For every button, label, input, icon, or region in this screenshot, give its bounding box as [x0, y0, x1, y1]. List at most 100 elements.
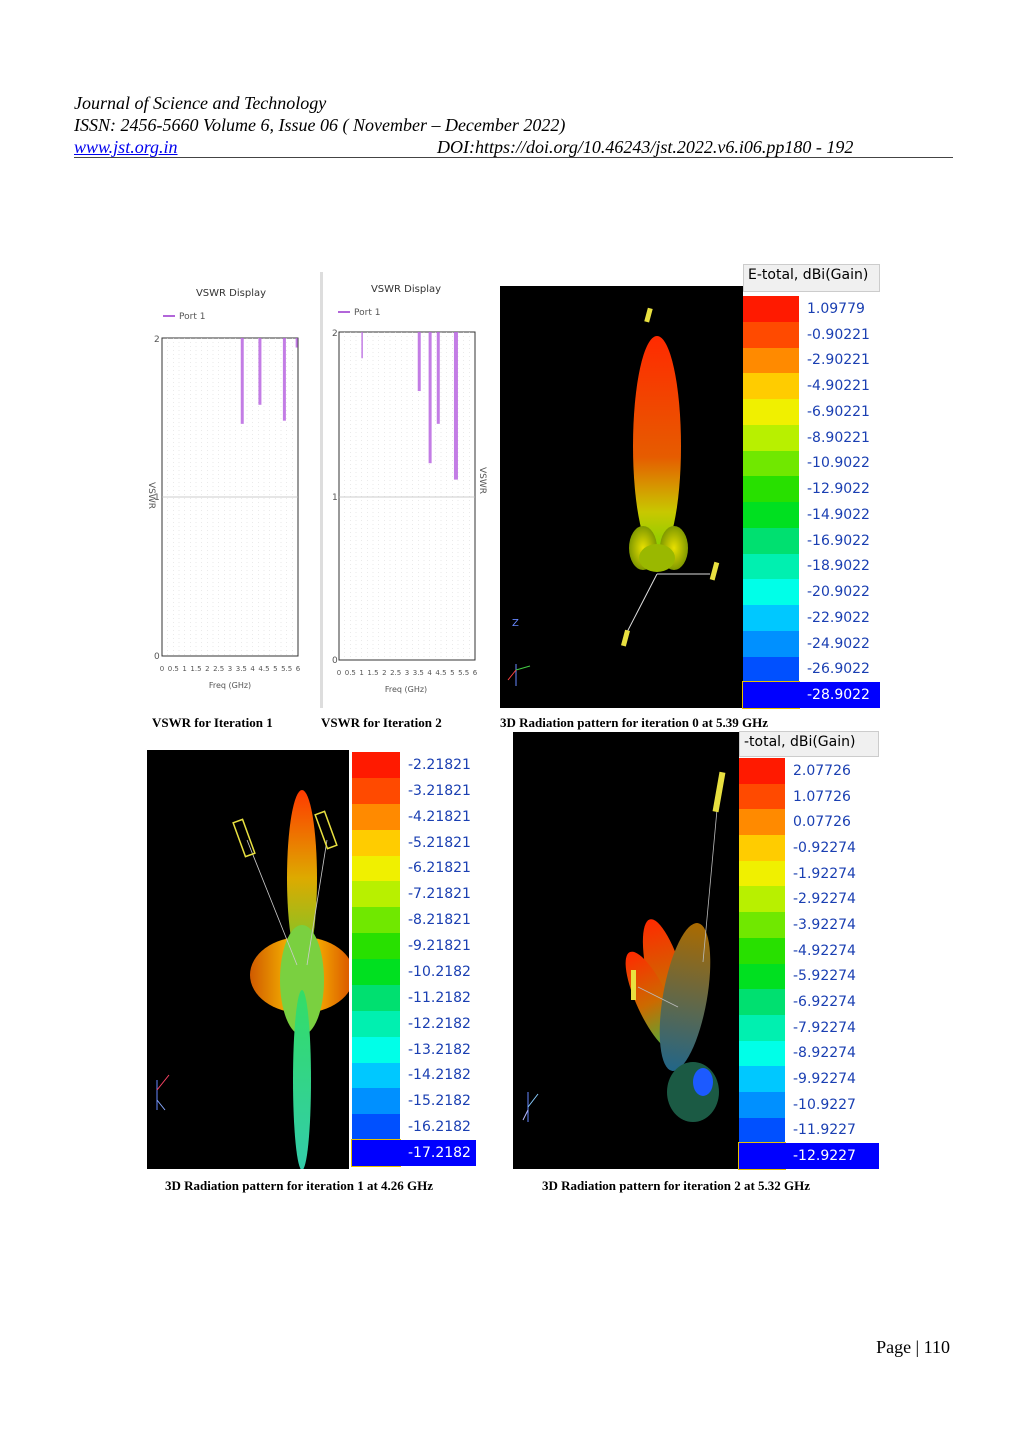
legend-swatch: [743, 296, 799, 322]
gain-legend-title: E-total, dBi(Gain): [743, 264, 880, 292]
legend-value: -26.9022: [807, 661, 870, 678]
legend-row: -24.9022: [743, 630, 880, 657]
legend-row: -14.2182: [352, 1062, 476, 1089]
legend-swatch: [743, 502, 799, 528]
legend-value: -11.2182: [408, 989, 471, 1006]
legend-row: -11.9227: [739, 1117, 879, 1144]
vswr-ytick: 2: [154, 335, 160, 345]
legend-row: 1.09779: [743, 296, 880, 322]
legend-row: -17.2182: [351, 1139, 476, 1167]
legend-row: -5.21821: [352, 829, 476, 856]
figure-caption-radiation-0: 3D Radiation pattern for iteration 0 at …: [500, 715, 769, 730]
legend-value: -14.9022: [807, 506, 870, 523]
legend-swatch: [743, 399, 799, 425]
radiation-pattern-iteration-1: [147, 750, 354, 1170]
legend-value: -3.21821: [408, 782, 471, 799]
vswr-spike: [282, 338, 286, 421]
legend-row: -4.21821: [352, 803, 476, 830]
legend-row: -4.90221: [743, 373, 880, 399]
legend-row: -10.2182: [352, 959, 476, 985]
vswr-xtick: 6: [473, 669, 478, 677]
vswr-spike: [361, 332, 363, 359]
legend-value: -4.21821: [408, 808, 471, 825]
legend-swatch: [739, 1117, 785, 1144]
legend-swatch: [739, 886, 785, 913]
vswr-xtick: 6: [296, 665, 301, 673]
gain-legend-iteration-1: -2.21821 -3.21821 -4.21821 -5.21821 -6.21821…: [351, 752, 476, 1167]
journal-header: Journal of Science and Technology ISSN: …: [74, 92, 954, 158]
legend-row: -2.92274: [739, 886, 879, 913]
vswr-xtick: 0: [337, 669, 341, 677]
legend-swatch: [739, 1091, 785, 1118]
legend-swatch: [739, 937, 785, 964]
legend-swatch: [743, 579, 799, 605]
legend-row: -6.90221: [743, 399, 880, 425]
legend-value: -12.2182: [408, 1015, 471, 1032]
vswr-xtick: 0.5: [168, 665, 179, 673]
legend-row: -16.2182: [352, 1114, 476, 1141]
figure-caption-radiation-2: 3D Radiation pattern for iteration 2 at …: [542, 1178, 811, 1193]
legend-swatch: [742, 681, 800, 709]
vswr-xtick: 4.5: [258, 665, 269, 673]
legend-row: -9.92274: [739, 1066, 879, 1092]
legend-row: -2.90221: [743, 347, 880, 374]
legend-row: -8.21821: [352, 907, 476, 934]
legend-value: -22.9022: [807, 609, 870, 626]
vswr-spike: [436, 332, 440, 424]
legend-value: 2.07726: [793, 762, 851, 779]
legend-value: -2.90221: [807, 352, 870, 369]
legend-row: -12.2182: [352, 1010, 476, 1037]
legend-swatch: [739, 912, 785, 938]
vswr-xtick: 3.5: [413, 669, 424, 677]
vswr-chart-legend: Port 1: [354, 308, 380, 318]
legend-value: -4.92274: [793, 942, 856, 959]
legend-value: -8.90221: [807, 429, 870, 446]
legend-value: -2.21821: [408, 756, 471, 773]
legend-swatch: [352, 1088, 400, 1115]
page-number: Page | 110: [876, 1337, 950, 1357]
legend-value: -10.9022: [807, 455, 870, 472]
legend-row: -8.90221: [743, 424, 880, 451]
legend-row: -12.9022: [743, 476, 880, 502]
journal-doi: DOI:https://doi.org/10.46243/jst.2022.v6…: [437, 137, 854, 157]
vswr-xtick: 5.5: [458, 669, 469, 677]
legend-row: -6.21821: [352, 855, 476, 882]
figure-caption-radiation-1: 3D Radiation pattern for iteration 1 at …: [165, 1178, 434, 1193]
legend-value: -4.90221: [807, 378, 870, 395]
legend-value: -1.92274: [793, 865, 856, 882]
vswr-spike: [295, 338, 298, 348]
vswr-ytick: 0: [332, 656, 338, 666]
legend-swatch: [352, 1062, 400, 1089]
vswr-ylabel: VSWR: [477, 467, 487, 494]
legend-value: -10.2182: [408, 963, 471, 980]
figure-caption-vswr-1: VSWR for Iteration 1: [152, 715, 273, 730]
legend-swatch: [739, 809, 785, 836]
vswr-spike: [428, 332, 432, 464]
legend-swatch: [743, 527, 799, 554]
legend-swatch: [739, 1066, 785, 1092]
legend-swatch: [352, 959, 400, 985]
vswr-spike: [258, 338, 262, 405]
legend-swatch: [739, 963, 785, 990]
legend-row: -18.9022: [743, 553, 880, 580]
vswr-xlabel: Freq (GHz): [385, 685, 427, 694]
journal-website-link[interactable]: www.jst.org.in: [74, 137, 178, 157]
legend-swatch: [739, 835, 785, 861]
legend-swatch: [739, 1040, 785, 1067]
legend-swatch: [352, 1010, 400, 1037]
legend-swatch: [352, 1114, 400, 1141]
legend-value: -20.9022: [807, 584, 870, 601]
legend-swatch: [743, 476, 799, 502]
legend-value: -0.92274: [793, 839, 856, 856]
legend-swatch: [743, 321, 799, 348]
legend-swatch: [738, 1142, 786, 1170]
legend-swatch: [352, 881, 400, 908]
legend-value: 1.07726: [793, 788, 851, 805]
legend-row: -7.21821: [352, 881, 476, 908]
legend-swatch: [352, 933, 400, 959]
legend-value: -14.2182: [408, 1067, 471, 1084]
vswr-xtick: 1: [182, 665, 186, 673]
legend-value: -5.92274: [793, 968, 856, 985]
legend-row: -14.9022: [743, 502, 880, 528]
vswr-ytick: 1: [332, 493, 338, 503]
